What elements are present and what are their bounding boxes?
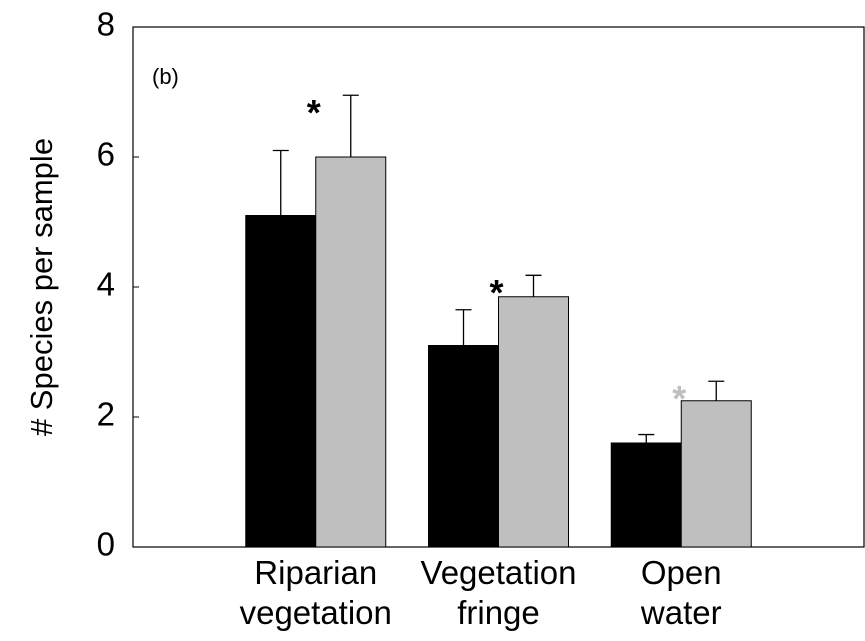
error-bar bbox=[525, 274, 542, 297]
x-tick-label: Riparian vegetation bbox=[240, 554, 392, 631]
bar bbox=[610, 442, 682, 548]
y-tick-label: 0 bbox=[97, 526, 115, 563]
y-tick-label: 8 bbox=[97, 6, 115, 43]
significance-marker: * bbox=[489, 272, 503, 313]
error-bar bbox=[342, 94, 359, 157]
y-axis-label: # Species per sample bbox=[24, 138, 59, 436]
bar bbox=[680, 400, 752, 548]
bar bbox=[315, 156, 387, 548]
y-tick-label: 2 bbox=[97, 396, 115, 433]
bar bbox=[498, 296, 569, 548]
x-tick-label: Vegetation fringe bbox=[421, 554, 577, 631]
panel-label: (b) bbox=[152, 64, 179, 89]
error-bar bbox=[272, 149, 289, 216]
error-bar bbox=[455, 309, 472, 346]
bar bbox=[428, 345, 499, 548]
significance-marker: * bbox=[307, 92, 321, 133]
significance-marker: * bbox=[672, 378, 686, 419]
y-tick-label: 6 bbox=[97, 136, 115, 173]
error-bar bbox=[638, 433, 655, 443]
bar bbox=[245, 215, 317, 548]
x-tick-label: Open water bbox=[640, 554, 722, 631]
error-bar bbox=[708, 380, 725, 401]
y-tick-label: 4 bbox=[97, 266, 115, 303]
